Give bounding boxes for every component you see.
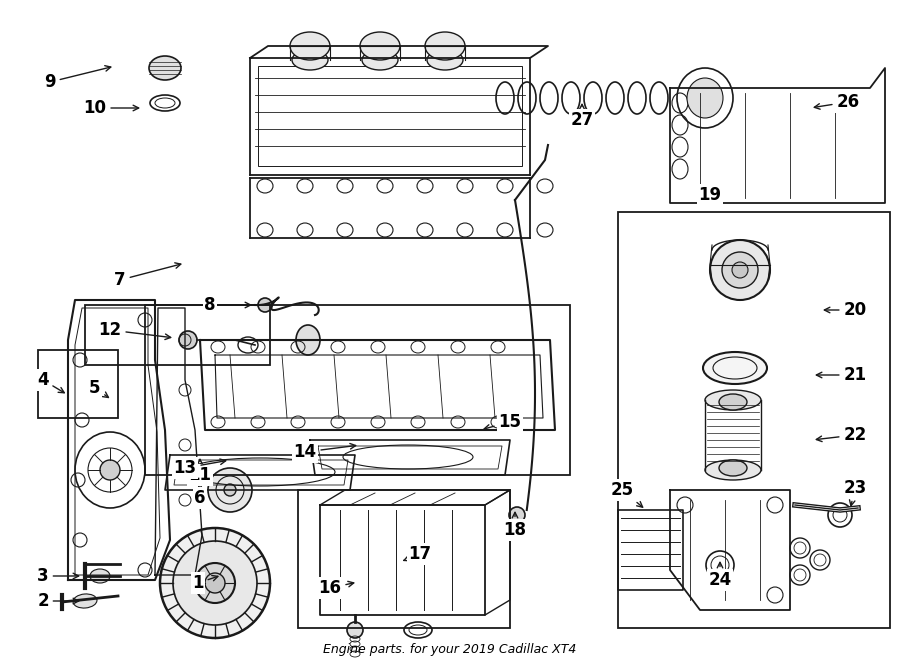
Text: 20: 20 bbox=[824, 301, 867, 319]
Text: 1: 1 bbox=[193, 574, 218, 592]
Ellipse shape bbox=[160, 528, 270, 638]
Ellipse shape bbox=[149, 56, 181, 80]
Ellipse shape bbox=[362, 50, 398, 70]
Ellipse shape bbox=[509, 507, 525, 523]
Text: 7: 7 bbox=[114, 263, 181, 289]
Text: 14: 14 bbox=[293, 443, 356, 461]
Text: 3: 3 bbox=[37, 567, 78, 585]
Ellipse shape bbox=[719, 394, 747, 410]
Ellipse shape bbox=[205, 573, 225, 593]
Ellipse shape bbox=[179, 331, 197, 349]
Ellipse shape bbox=[360, 32, 400, 60]
Ellipse shape bbox=[224, 484, 236, 496]
Text: 23: 23 bbox=[843, 479, 867, 506]
Ellipse shape bbox=[719, 460, 747, 476]
Bar bbox=[85, 305, 270, 365]
Ellipse shape bbox=[173, 541, 257, 625]
Bar bbox=[145, 305, 570, 475]
Text: 15: 15 bbox=[484, 413, 521, 431]
Text: 6: 6 bbox=[194, 484, 206, 507]
Ellipse shape bbox=[427, 50, 463, 70]
Ellipse shape bbox=[703, 352, 767, 384]
Text: 17: 17 bbox=[404, 545, 432, 563]
Text: 11: 11 bbox=[188, 459, 212, 484]
Ellipse shape bbox=[208, 468, 252, 512]
Ellipse shape bbox=[705, 390, 761, 410]
Ellipse shape bbox=[258, 298, 272, 312]
Text: 25: 25 bbox=[610, 481, 643, 507]
Text: 2: 2 bbox=[37, 592, 78, 610]
Ellipse shape bbox=[425, 32, 465, 60]
Ellipse shape bbox=[195, 563, 235, 603]
Ellipse shape bbox=[347, 622, 363, 638]
Ellipse shape bbox=[687, 78, 723, 118]
Text: 24: 24 bbox=[708, 562, 732, 589]
Text: 22: 22 bbox=[816, 426, 867, 444]
Ellipse shape bbox=[100, 460, 120, 480]
Bar bbox=[618, 212, 890, 628]
Text: Engine parts. for your 2019 Cadillac XT4: Engine parts. for your 2019 Cadillac XT4 bbox=[323, 643, 577, 657]
Text: 16: 16 bbox=[319, 579, 354, 597]
Bar bbox=[258, 66, 522, 166]
Ellipse shape bbox=[722, 252, 758, 288]
Ellipse shape bbox=[710, 240, 770, 300]
Text: 13: 13 bbox=[174, 459, 226, 477]
Ellipse shape bbox=[73, 594, 97, 608]
Ellipse shape bbox=[90, 569, 110, 583]
Text: 8: 8 bbox=[204, 296, 251, 314]
Bar bbox=[38, 350, 118, 418]
Ellipse shape bbox=[292, 50, 328, 70]
Text: 4: 4 bbox=[37, 371, 64, 393]
Text: 12: 12 bbox=[98, 321, 171, 340]
Bar bbox=[298, 490, 510, 628]
Ellipse shape bbox=[296, 325, 320, 355]
Text: 21: 21 bbox=[816, 366, 867, 384]
Ellipse shape bbox=[732, 262, 748, 278]
Text: 18: 18 bbox=[503, 512, 526, 539]
Ellipse shape bbox=[705, 460, 761, 480]
Text: 9: 9 bbox=[44, 66, 111, 91]
Text: 10: 10 bbox=[84, 99, 139, 117]
Ellipse shape bbox=[290, 32, 330, 60]
Text: 27: 27 bbox=[571, 105, 594, 129]
Text: 19: 19 bbox=[698, 186, 722, 204]
Text: 26: 26 bbox=[814, 93, 860, 111]
Text: 5: 5 bbox=[89, 379, 109, 397]
